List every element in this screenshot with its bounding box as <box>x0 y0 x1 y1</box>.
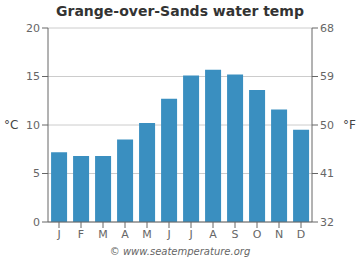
svg-text:°F: °F <box>343 118 352 132</box>
svg-text:50: 50 <box>320 119 334 132</box>
svg-text:59: 59 <box>320 70 334 83</box>
svg-text:F: F <box>78 228 84 241</box>
svg-text:10: 10 <box>26 119 40 132</box>
svg-text:15: 15 <box>26 70 40 83</box>
svg-text:O: O <box>253 228 262 241</box>
svg-text:J: J <box>166 228 170 241</box>
svg-text:M: M <box>98 228 108 241</box>
svg-text:J: J <box>56 228 60 241</box>
html-text:Grange-over-Sands water temp: Grange-over-Sands water temp <box>56 3 304 19</box>
html-text:© www.seatemperature.org: © www.seatemperature.org <box>109 246 251 257</box>
svg-text:A: A <box>121 228 129 241</box>
svg-text:A: A <box>209 228 217 241</box>
svg-text:20: 20 <box>26 22 40 35</box>
svg-text:41: 41 <box>320 167 334 180</box>
svg-text:M: M <box>142 228 152 241</box>
svg-text:32: 32 <box>320 216 334 229</box>
svg-text:N: N <box>275 228 283 241</box>
svg-text:J: J <box>188 228 192 241</box>
svg-text:S: S <box>232 228 239 241</box>
svg-text:°C: °C <box>8 118 18 132</box>
svg-text:D: D <box>297 228 305 241</box>
svg-text:0: 0 <box>33 216 40 229</box>
svg-text:5: 5 <box>33 167 40 180</box>
svg-text:68: 68 <box>320 22 334 35</box>
